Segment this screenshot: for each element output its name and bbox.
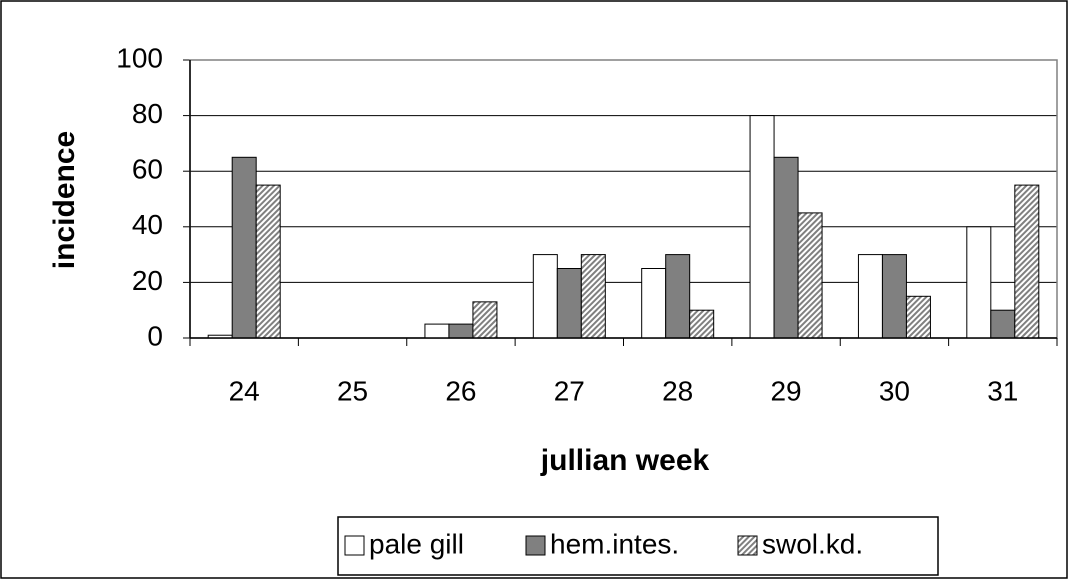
y-axis-title: incidence [48,131,81,269]
x-tick-label: 31 [987,375,1018,406]
bar [580,254,606,339]
x-axis-title: jullian week [540,444,710,477]
bar [665,254,691,339]
legend-label: swol.kd. [762,528,863,559]
legend-label: hem.intes. [550,528,679,559]
y-tick-label: 100 [116,42,163,73]
bar [905,295,931,339]
legend-swatch [344,535,365,556]
x-tick-label: 28 [662,375,693,406]
bar [857,254,883,339]
bar [424,323,450,339]
bar [556,268,582,339]
bar [966,226,992,339]
x-tick-label: 24 [229,375,260,406]
bar [472,301,498,339]
bar [749,115,775,339]
legend-label: pale gill [369,528,464,559]
bar [532,254,558,339]
bar [990,309,1016,339]
y-tick-label: 40 [132,209,163,240]
y-tick-label: 60 [132,154,163,185]
x-tick-label: 29 [770,375,801,406]
y-tick-label: 20 [132,265,163,296]
x-tick-label: 30 [879,375,910,406]
legend-swatch [525,535,546,556]
x-tick-label: 25 [337,375,368,406]
bar [797,212,823,339]
x-tick-label: 26 [445,375,476,406]
y-tick-label: 80 [132,98,163,129]
bar [641,268,667,339]
x-tick-label: 27 [554,375,585,406]
bar [231,156,257,339]
bar [1014,184,1040,339]
bar [773,156,799,339]
legend-box [337,516,939,576]
bar [881,254,907,339]
bar [255,184,281,339]
bar [448,323,474,339]
bar [689,309,715,339]
y-tick-label: 0 [147,320,163,351]
legend-swatch [737,535,758,556]
